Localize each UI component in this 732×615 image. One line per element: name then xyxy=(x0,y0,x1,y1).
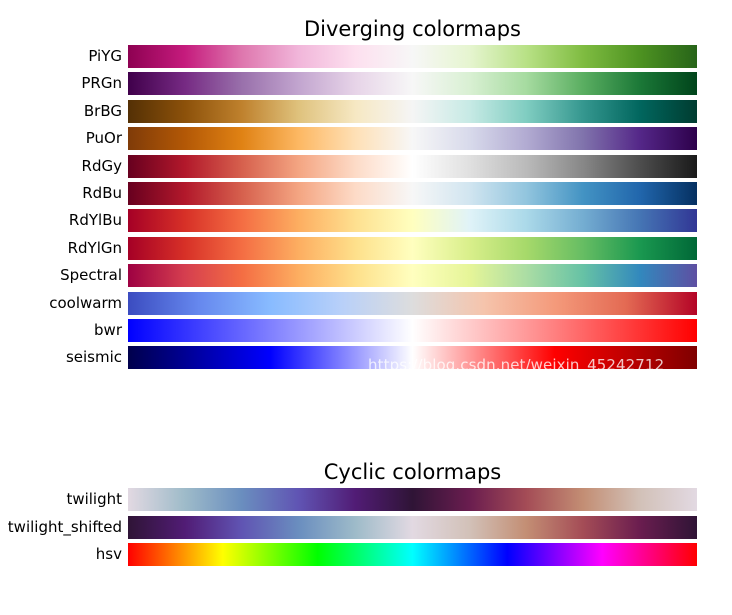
colormap-label: Spectral xyxy=(60,266,122,285)
colormap-label: hsv xyxy=(95,545,122,563)
colormap-row: twilight xyxy=(0,488,732,511)
colormap-row: RdYlGn xyxy=(0,236,732,260)
colormap-row: RdYlBu xyxy=(0,209,732,233)
colormap-row: RdGy xyxy=(0,154,732,178)
colormap-bar xyxy=(128,209,697,233)
colormap-label: RdYlBu xyxy=(68,211,122,230)
colormap-row: Spectral xyxy=(0,264,732,288)
colormap-label: seismic xyxy=(65,348,122,367)
colormap-label: RdYlGn xyxy=(67,238,122,257)
colormap-row: twilight_shifted xyxy=(0,515,732,539)
colormap-bar xyxy=(128,515,697,539)
colormap-bar xyxy=(128,236,697,260)
cyclic-title: Cyclic colormaps xyxy=(323,460,502,484)
colormap-bar xyxy=(128,488,697,511)
colormap-bar xyxy=(128,99,697,123)
colormap-bar xyxy=(128,45,697,68)
colormap-label: BrBG xyxy=(83,101,122,120)
colormap-bar xyxy=(128,264,697,288)
colormap-bar xyxy=(128,346,697,370)
colormap-row: PRGn xyxy=(0,72,732,96)
colormap-row: bwr xyxy=(0,319,732,342)
colormap-row: coolwarm xyxy=(0,291,732,315)
colormap-label: PRGn xyxy=(81,74,122,93)
colormap-label: twilight_shifted xyxy=(7,517,122,536)
colormap-bar xyxy=(128,319,697,342)
colormap-row: seismic xyxy=(0,346,732,370)
colormap-bar xyxy=(128,154,697,178)
colormap-bar xyxy=(128,127,697,151)
colormap-label: PuOr xyxy=(85,129,122,148)
colormap-row: BrBG xyxy=(0,99,732,123)
colormap-bar xyxy=(128,291,697,315)
colormap-row: RdBu xyxy=(0,182,732,205)
colormap-bar xyxy=(128,72,697,96)
watermark-text: https://blog.csdn.net/weixin_45242712 xyxy=(368,356,665,374)
colormap-row: PuOr xyxy=(0,127,732,151)
diverging-title: Diverging colormaps xyxy=(303,17,522,41)
colormap-label: twilight xyxy=(66,490,122,508)
colormap-bar xyxy=(128,182,697,205)
colormap-label: RdGy xyxy=(81,156,122,175)
colormap-row: PiYG xyxy=(0,45,732,68)
colormap-label: PiYG xyxy=(88,47,122,65)
colormap-label: bwr xyxy=(94,321,122,339)
colormap-bar xyxy=(128,543,697,566)
colormap-label: coolwarm xyxy=(49,293,122,312)
colormap-row: hsv xyxy=(0,543,732,566)
colormap-label: RdBu xyxy=(82,184,122,202)
